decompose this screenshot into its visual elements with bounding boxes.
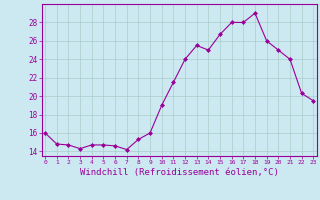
X-axis label: Windchill (Refroidissement éolien,°C): Windchill (Refroidissement éolien,°C) [80,168,279,177]
